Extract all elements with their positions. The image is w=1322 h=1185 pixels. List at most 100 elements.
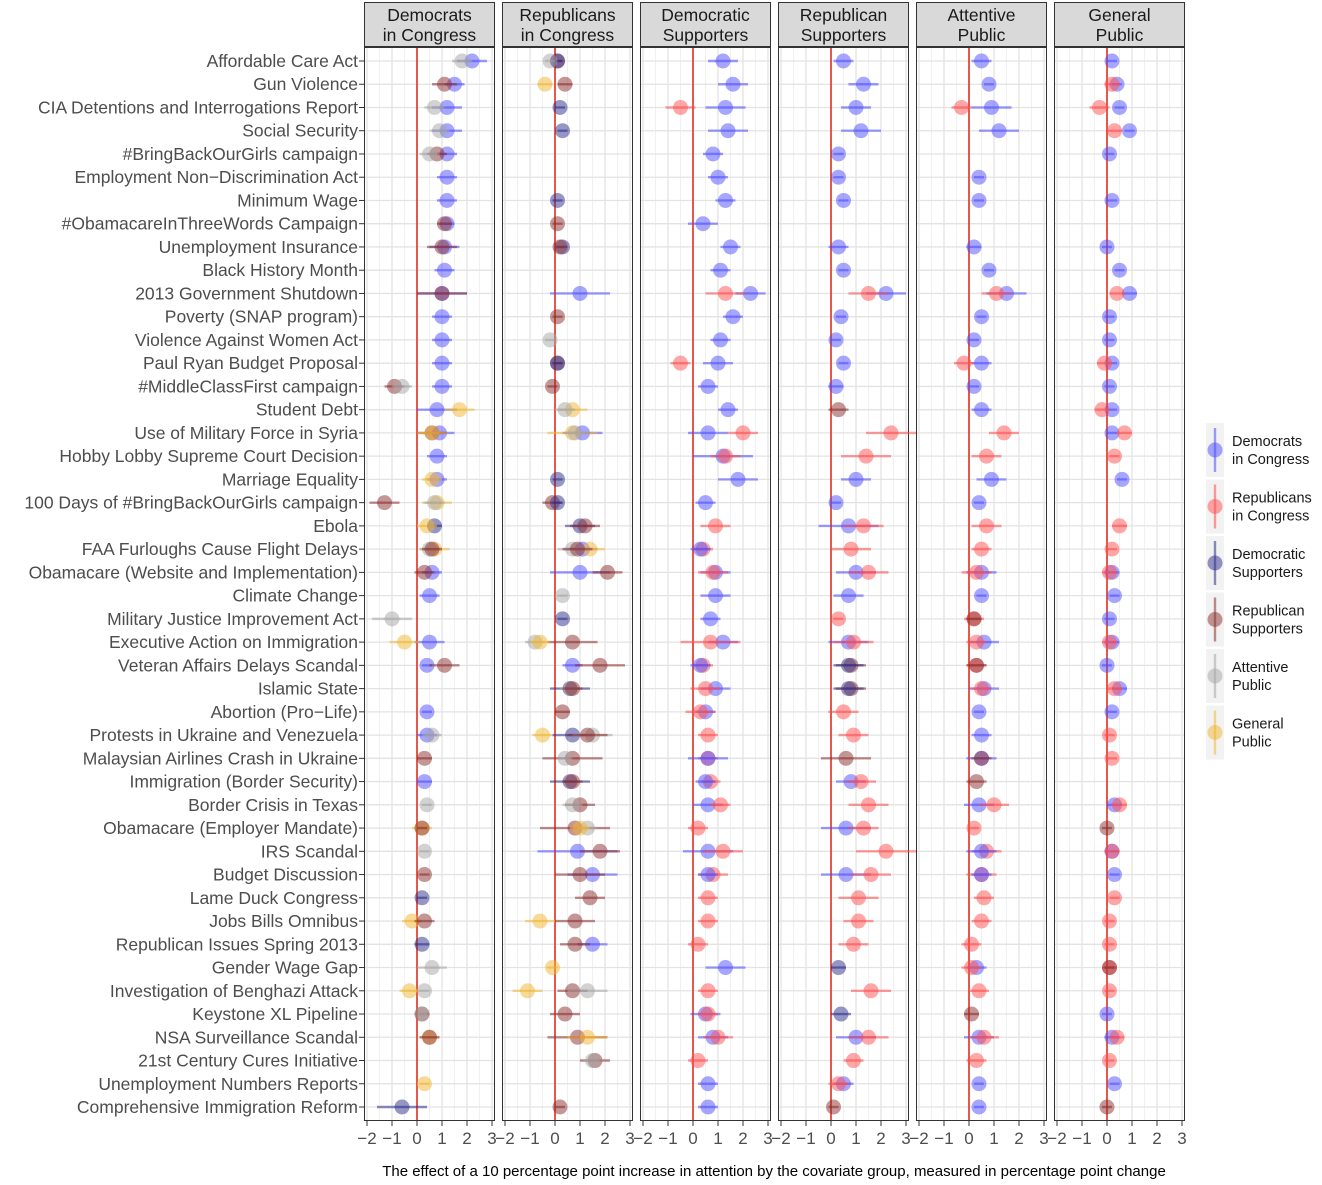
panel-strip bbox=[640, 2, 771, 47]
data-point bbox=[1112, 518, 1127, 534]
data-point bbox=[969, 774, 984, 790]
panel-title-line: in Congress bbox=[521, 25, 615, 45]
data-point bbox=[585, 1053, 600, 1069]
category-label: Violence Against Women Act bbox=[135, 330, 358, 350]
data-point bbox=[710, 355, 726, 371]
panel-title-line: Republican bbox=[800, 5, 888, 25]
data-point bbox=[582, 890, 598, 906]
data-point bbox=[725, 76, 741, 92]
data-point bbox=[427, 495, 442, 511]
data-point bbox=[417, 913, 432, 929]
x-tick-label: −1 bbox=[934, 1129, 953, 1148]
x-tick-label: −2 bbox=[909, 1129, 928, 1148]
data-point bbox=[974, 309, 989, 325]
data-point bbox=[1099, 239, 1115, 255]
data-point bbox=[580, 983, 595, 999]
data-point bbox=[831, 1076, 846, 1092]
data-point bbox=[838, 820, 854, 836]
x-tick-label: 2 bbox=[462, 1129, 471, 1148]
data-point bbox=[831, 239, 846, 255]
data-point bbox=[964, 1006, 979, 1022]
data-point bbox=[1097, 355, 1112, 371]
category-label: Budget Discussion bbox=[213, 865, 358, 885]
data-point bbox=[700, 1099, 716, 1115]
data-point bbox=[429, 448, 445, 464]
data-point bbox=[402, 983, 417, 999]
data-point bbox=[996, 425, 1012, 441]
data-point bbox=[555, 704, 570, 720]
data-point bbox=[572, 820, 588, 836]
data-point bbox=[705, 564, 721, 580]
category-label: Student Debt bbox=[256, 400, 358, 420]
data-point bbox=[394, 378, 410, 394]
data-point bbox=[452, 402, 467, 418]
data-point bbox=[971, 192, 987, 208]
data-point bbox=[858, 448, 874, 464]
data-point bbox=[974, 913, 989, 929]
x-tick-label: 3 bbox=[625, 1129, 634, 1148]
data-point bbox=[690, 936, 706, 952]
data-point bbox=[422, 588, 437, 604]
x-tick-label: 2 bbox=[738, 1129, 747, 1148]
category-label: 100 Days of #BringBackOurGirls campaign bbox=[24, 493, 358, 513]
data-point bbox=[1117, 425, 1132, 441]
data-point bbox=[572, 867, 588, 883]
data-point bbox=[437, 262, 452, 278]
x-tick-label: 1 bbox=[1127, 1129, 1136, 1148]
data-point bbox=[585, 936, 600, 952]
data-point bbox=[966, 332, 982, 348]
category-label: IRS Scandal bbox=[261, 841, 358, 861]
data-point bbox=[836, 355, 851, 371]
data-point bbox=[592, 843, 608, 859]
data-point bbox=[422, 634, 437, 650]
data-point bbox=[424, 425, 440, 441]
x-tick-label: 3 bbox=[487, 1129, 496, 1148]
data-point bbox=[1102, 983, 1117, 999]
panel-strip bbox=[364, 2, 495, 47]
data-point bbox=[698, 681, 713, 697]
x-tick-label: −2 bbox=[495, 1129, 514, 1148]
data-point bbox=[532, 913, 548, 929]
x-tick-label: 0 bbox=[964, 1129, 973, 1148]
data-point bbox=[979, 518, 994, 534]
data-point bbox=[851, 913, 866, 929]
data-point bbox=[964, 960, 979, 976]
data-point bbox=[432, 123, 447, 139]
data-point bbox=[878, 843, 894, 859]
data-point bbox=[417, 983, 432, 999]
x-tick-label: −1 bbox=[520, 1129, 539, 1148]
data-point bbox=[863, 867, 879, 883]
data-point bbox=[545, 378, 560, 394]
data-point bbox=[700, 913, 716, 929]
data-point bbox=[439, 192, 455, 208]
data-point bbox=[971, 983, 987, 999]
data-point bbox=[1122, 123, 1137, 139]
data-point bbox=[434, 355, 450, 371]
data-point bbox=[710, 1029, 726, 1045]
data-point bbox=[437, 76, 452, 92]
data-point bbox=[831, 146, 846, 162]
data-point bbox=[1104, 425, 1120, 441]
data-point bbox=[861, 1029, 876, 1045]
data-point bbox=[419, 704, 435, 720]
panel-title-line: Attentive bbox=[947, 5, 1015, 25]
category-label: #ObamacareInThreeWords Campaign bbox=[62, 214, 358, 234]
data-point bbox=[1107, 123, 1122, 139]
data-point bbox=[974, 541, 989, 557]
data-point bbox=[424, 541, 440, 557]
category-label: Poverty (SNAP program) bbox=[165, 307, 358, 327]
panel-border bbox=[916, 47, 1047, 1121]
data-point bbox=[1102, 727, 1117, 743]
data-point bbox=[693, 541, 708, 557]
x-tick-label: 0 bbox=[826, 1129, 835, 1148]
x-tick-label: 1 bbox=[713, 1129, 722, 1148]
data-point bbox=[861, 797, 876, 813]
x-tick-label: −1 bbox=[658, 1129, 677, 1148]
data-point bbox=[1102, 960, 1117, 976]
data-point bbox=[1104, 750, 1120, 766]
data-point bbox=[708, 518, 723, 534]
x-tick-label: −1 bbox=[796, 1129, 815, 1148]
data-point bbox=[690, 820, 706, 836]
data-point bbox=[417, 1076, 432, 1092]
